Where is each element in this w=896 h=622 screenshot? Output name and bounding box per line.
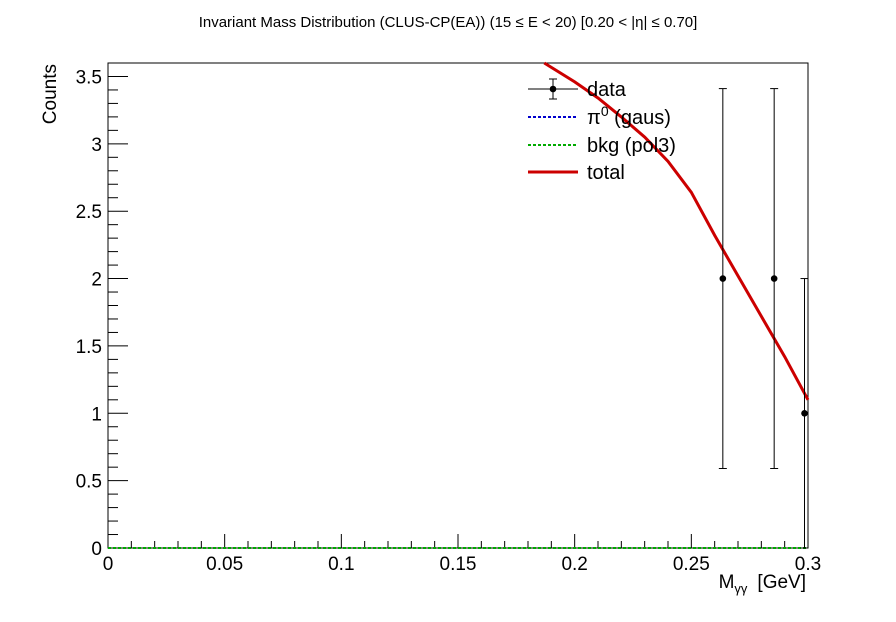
legend-label-rest: (gaus): [609, 107, 671, 129]
legend-label: total: [587, 162, 625, 184]
y-tick-label: 3: [91, 135, 102, 156]
x-tick-label: 0.25: [673, 554, 710, 575]
x-axis-title-main: M: [719, 572, 735, 593]
x-axis-title-unit: [GeV]: [757, 572, 806, 593]
legend-label: bkg (pol3): [587, 135, 676, 157]
y-axis-title: Counts: [40, 64, 61, 124]
x-axis-title: Mγγ [GeV]: [719, 572, 806, 596]
y-tick-label: 0.5: [76, 472, 102, 493]
x-tick-label: 0.15: [440, 554, 477, 575]
legend-label: data: [587, 79, 627, 101]
legend-label: π0 (gaus): [587, 103, 671, 129]
y-tick-label: 2.5: [76, 202, 102, 223]
data-point: [719, 275, 727, 282]
y-tick-label: 1.5: [76, 337, 102, 358]
x-axis-title-sub: γγ: [734, 581, 748, 596]
x-tick-label: 0.1: [328, 554, 354, 575]
legend-marker-point: [549, 85, 557, 93]
y-tick-label: 3.5: [76, 67, 102, 88]
series-layer: [108, 61, 810, 549]
legend-label-sup: 0: [601, 103, 609, 119]
y-tick-label: 0: [91, 539, 102, 560]
data-point: [801, 409, 808, 417]
x-tick-label: 0: [103, 554, 114, 575]
chart-title: Invariant Mass Distribution (CLUS-CP(EA)…: [199, 14, 698, 31]
series-line-total: [543, 61, 810, 401]
y-tick-label: 2: [91, 270, 102, 291]
data-point: [770, 275, 778, 282]
y-axis: 0 0.5 1 1.5 2 2.5 3 3.5: [76, 62, 128, 560]
x-tick-label: 0.05: [206, 554, 243, 575]
x-axis: 0 0.05 0.1 0.15 0.2 0.25 0.3: [103, 534, 821, 575]
x-tick-label: 0.3: [795, 554, 821, 575]
plot-border: [107, 62, 809, 549]
x-tick-label: 0.2: [561, 554, 587, 575]
y-tick-label: 1: [91, 404, 102, 425]
plot-frame: [107, 62, 809, 549]
